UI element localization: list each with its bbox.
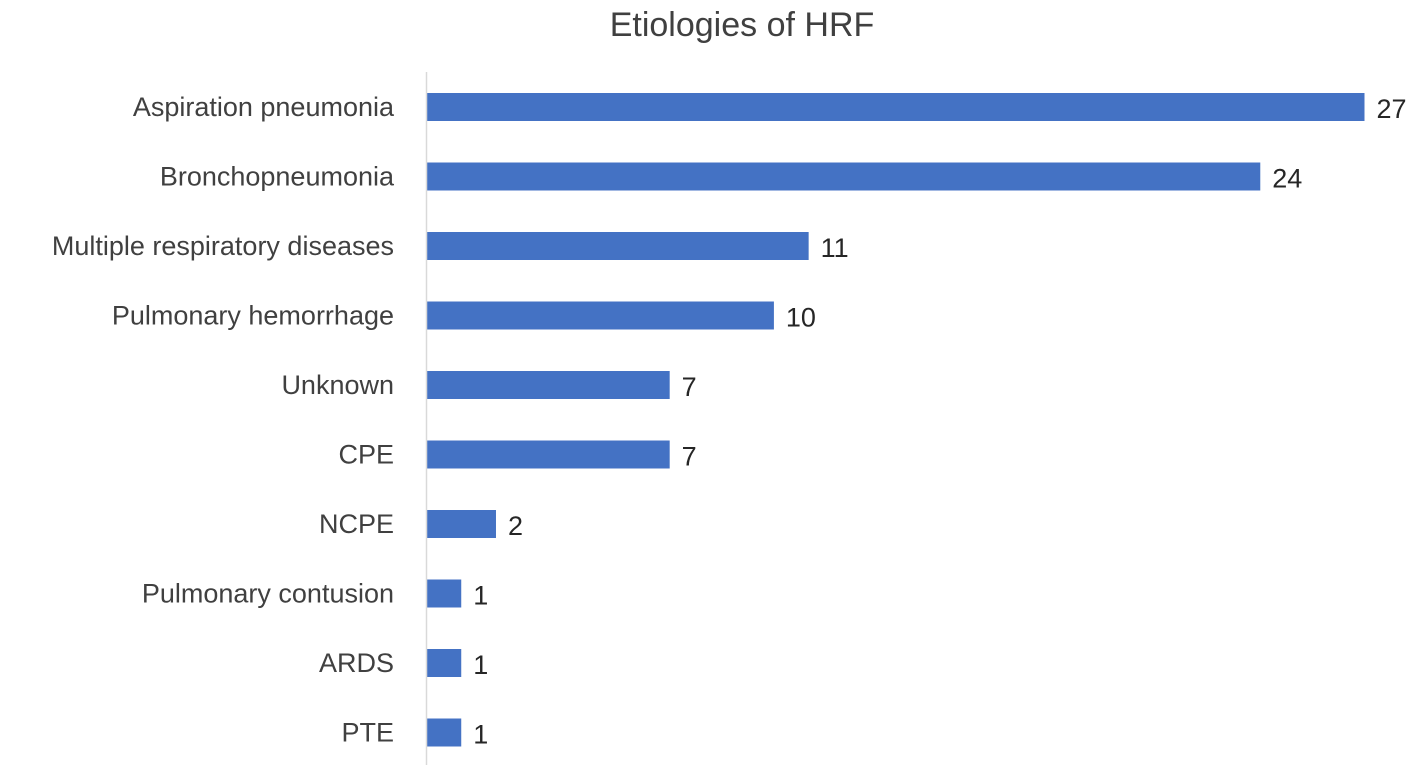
category-label: Pulmonary contusion (142, 579, 394, 609)
data-label: 10 (786, 303, 816, 333)
category-label: CPE (338, 440, 394, 470)
bar (426, 440, 670, 469)
category-label: Multiple respiratory diseases (52, 231, 394, 261)
category-labels-layer: Aspiration pneumonia Bronchopneumonia Mult… (52, 92, 395, 748)
category-label: Bronchopneumonia (160, 162, 395, 192)
category-label: PTE (341, 718, 394, 748)
data-label: 2 (508, 511, 523, 541)
chart-title: Etiologies of HRF (610, 6, 875, 44)
bar (426, 371, 670, 399)
data-label: 27 (1377, 94, 1407, 124)
data-label: 11 (821, 233, 849, 263)
bar (426, 510, 496, 538)
category-label: Aspiration pneumonia (133, 92, 395, 122)
bar (426, 301, 774, 330)
bar (426, 718, 462, 747)
bar (426, 579, 462, 608)
data-label: 1 (473, 650, 488, 680)
data-label: 1 (473, 581, 488, 611)
bar (426, 162, 1261, 191)
bar (426, 232, 809, 260)
bar (426, 649, 462, 677)
data-label: 7 (682, 442, 697, 472)
data-label: 24 (1272, 164, 1302, 194)
data-label: 1 (473, 720, 488, 750)
bars-layer (426, 93, 1365, 747)
category-label: NCPE (319, 509, 394, 539)
category-label: Unknown (281, 370, 394, 400)
category-label: ARDS (319, 648, 394, 678)
data-label: 7 (682, 372, 697, 402)
bar (426, 93, 1365, 121)
category-label: Pulmonary hemorrhage (112, 301, 394, 331)
